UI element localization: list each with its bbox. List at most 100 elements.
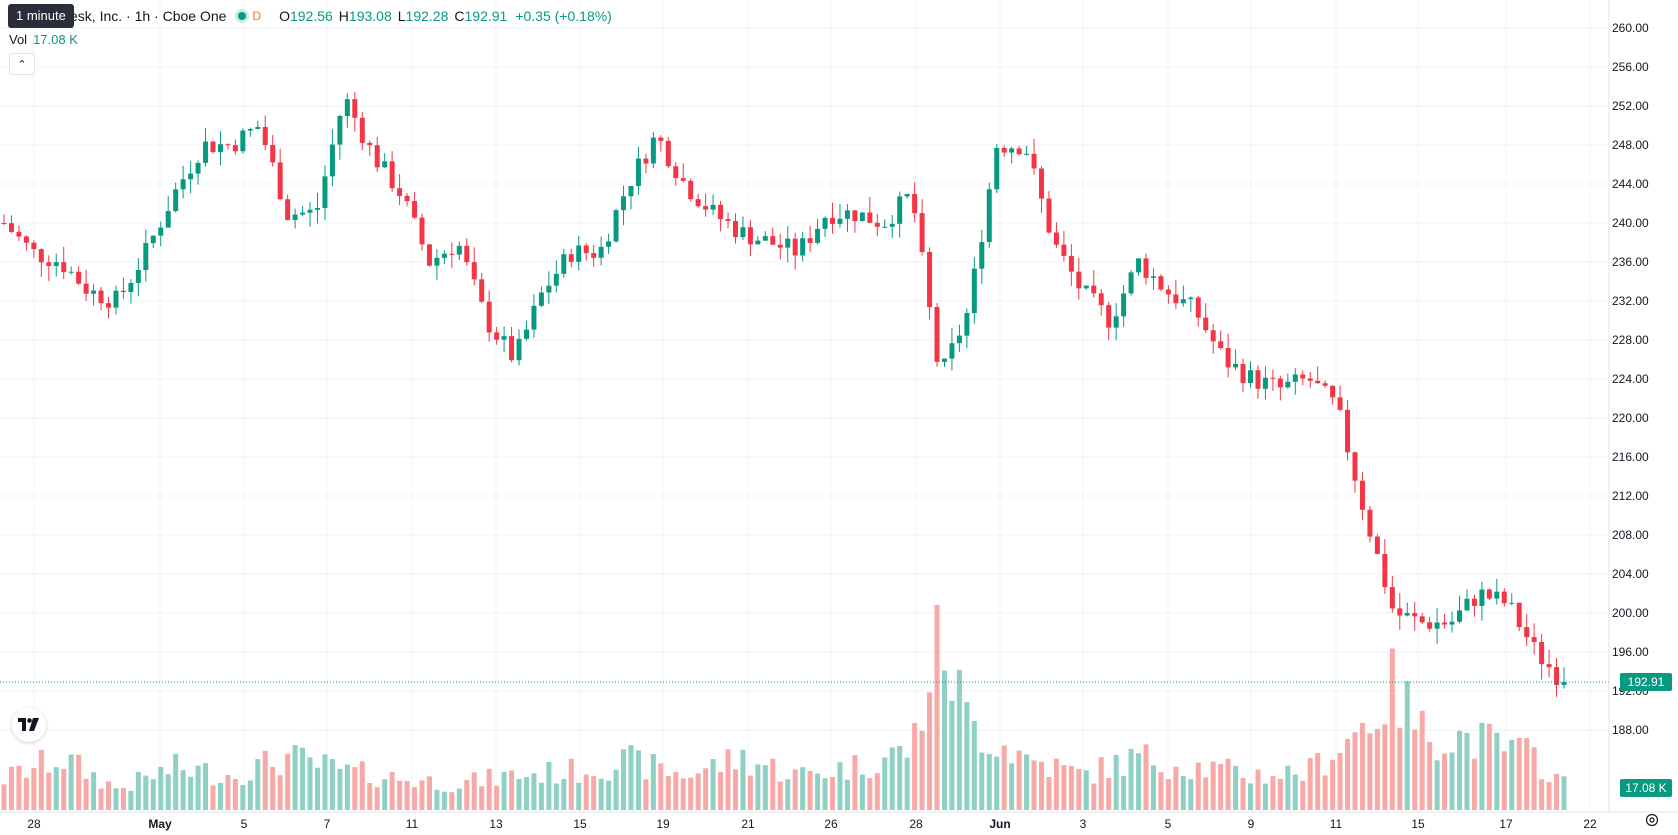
candle [1449, 611, 1455, 633]
candle-body [359, 117, 365, 143]
candle [859, 212, 865, 222]
candle-body [1113, 316, 1119, 328]
volume-bar [859, 774, 865, 810]
volume-bar [971, 720, 977, 810]
candle [1188, 296, 1194, 313]
candle-body [188, 173, 194, 180]
last-volume-tag: 17.08 K [1620, 779, 1672, 797]
volume-bar [643, 779, 649, 810]
volume-bar [173, 753, 179, 810]
price-tick-label: 196.00 [1612, 645, 1649, 659]
candle [1345, 400, 1351, 461]
volume-bar [382, 779, 388, 810]
candle [8, 215, 14, 234]
candle-body [1457, 610, 1463, 622]
candle-body [583, 245, 589, 254]
candle [762, 231, 768, 242]
collapse-legend-button[interactable]: ⌃ [9, 53, 35, 75]
candle-body [912, 193, 918, 214]
volume-bar [792, 769, 798, 810]
candle [456, 241, 462, 260]
candle [695, 194, 701, 208]
tradingview-logo-icon[interactable] [12, 708, 46, 742]
candle-body [1225, 348, 1231, 368]
volume-bar [1233, 765, 1239, 810]
candle [725, 212, 731, 229]
candle-body [1479, 589, 1485, 606]
change-value: +0.35 (+0.18%) [515, 8, 612, 24]
candle-body [1337, 397, 1343, 410]
time-axis: 28 May 5 7 11 13 15 19 21 26 28 Jun 3 5 9 11 15 17 22 [0, 811, 1678, 831]
candle-body [1546, 664, 1552, 668]
candle-body [389, 161, 395, 189]
candle [1210, 323, 1216, 354]
volume-bar [568, 758, 574, 810]
volume-bar [509, 770, 515, 810]
price-tick-label: 188.00 [1612, 723, 1649, 737]
candle-body [277, 162, 283, 200]
volume-bar [628, 745, 634, 810]
candle-body [441, 253, 447, 258]
volume-bar [673, 772, 679, 810]
candle-body [1330, 385, 1336, 398]
time-tick-label: 15 [573, 817, 587, 831]
candle-body [665, 140, 671, 167]
interval-badge[interactable]: D [252, 9, 262, 23]
candle [1203, 303, 1209, 333]
volume-bar [329, 759, 335, 810]
symbol-title[interactable]: esk, Inc. · 1h · Cboe One [70, 8, 227, 24]
volume-bar [598, 778, 604, 810]
candle [658, 135, 664, 152]
candle-body [576, 245, 582, 262]
candle [956, 324, 962, 352]
volume-bar [31, 768, 37, 810]
volume-bar [621, 749, 627, 810]
volume-bar [1128, 748, 1134, 810]
gear-icon[interactable] [1644, 812, 1660, 828]
high-label: H [338, 8, 349, 24]
candle-body [1367, 509, 1373, 537]
candle-body [419, 217, 425, 245]
candle [285, 194, 291, 221]
candle [844, 204, 850, 232]
volume-label: Vol [9, 32, 28, 47]
candle [1248, 361, 1254, 388]
low-label: L [397, 8, 406, 24]
candle [113, 285, 119, 315]
candle-body [1262, 377, 1268, 389]
market-status-icon[interactable] [238, 12, 247, 20]
last-price-tag: 192.91 [1620, 673, 1672, 692]
volume-bar [561, 778, 567, 810]
candle-body [1061, 244, 1067, 256]
candle [389, 151, 395, 192]
candle-body [1285, 381, 1291, 388]
candle-body [1128, 272, 1134, 294]
volume-bar [1024, 754, 1030, 810]
volume-bar [725, 749, 731, 810]
time-tick-label: May [148, 817, 172, 831]
candle [46, 255, 52, 281]
volume-bar [113, 788, 119, 810]
candle [703, 193, 709, 217]
candle-body [523, 329, 529, 339]
candle-body [225, 144, 231, 146]
volume-bar [337, 769, 343, 810]
candle [31, 240, 37, 258]
close-value: 192.91 [464, 8, 508, 24]
candle [792, 232, 798, 270]
volume-bar [76, 754, 82, 810]
candle [217, 131, 223, 166]
volume-bar [143, 775, 149, 810]
candle [1136, 258, 1142, 276]
candle-body [1158, 276, 1164, 290]
candle-body [83, 283, 89, 294]
candle-body [598, 246, 604, 258]
volume-bar [1091, 783, 1097, 810]
candle-body [464, 245, 470, 263]
volume-bar [1486, 723, 1492, 810]
candle [1501, 588, 1507, 607]
candle [120, 277, 126, 300]
candle [912, 182, 918, 223]
candle-body [158, 227, 164, 236]
